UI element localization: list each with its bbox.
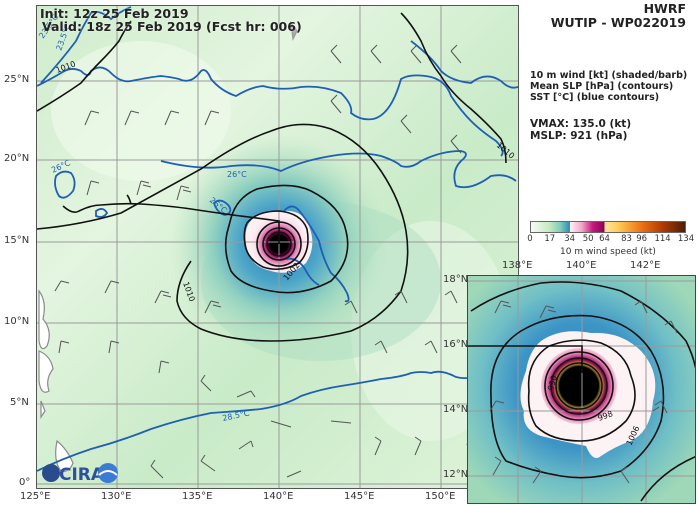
land-outline [38, 20, 298, 472]
inset-lon-tick: 140°E [566, 260, 597, 271]
colorbar-tick: 83 [621, 234, 632, 244]
colorbar-ticks: 0 17 34 50 64 83 96 114 134 [527, 234, 694, 246]
colorbar-tick: 34 [564, 234, 576, 244]
inset-lon-tick: 142°E [630, 260, 661, 271]
lon-tick: 145°E [344, 491, 375, 502]
lon-tick: 140°E [263, 491, 294, 502]
inset-lon-tick: 138°E [502, 260, 533, 271]
colorbar-tick: 17 [544, 234, 556, 244]
legend-line-sst: SST [°C] (blue contours) [530, 92, 660, 103]
lon-tick: 150°E [425, 491, 456, 502]
inset-lat-tick: 12°N [443, 469, 469, 480]
sst-label: 26°C [227, 170, 247, 179]
lat-tick: 25°N [4, 74, 30, 85]
init-time: Init: 12z 25 Feb 2019 [40, 6, 189, 21]
inset-map-canvas: 1006 998 990 [468, 276, 695, 503]
legend-line-wind: 10 m wind [kt] (shaded/barb) [530, 70, 688, 81]
lon-tick: 125°E [20, 491, 51, 502]
colorbar-tick: 134 [677, 234, 695, 244]
inset-lat-tick: 16°N [443, 339, 469, 350]
wind-barbs [54, 44, 488, 479]
slp-label: 990 [546, 374, 559, 391]
colorbar-tick: 64 [599, 234, 610, 244]
lat-tick: 0° [19, 477, 31, 488]
vmax-value: VMAX: 135.0 (kt) [530, 118, 632, 130]
cira-logo: CIRA [42, 463, 118, 485]
svg-text:CIRA: CIRA [59, 465, 105, 485]
inset-wind-barbs [489, 300, 678, 484]
graticule [37, 6, 518, 488]
colorbar-tick: 0 [527, 234, 533, 244]
slp-contours [37, 12, 507, 342]
lon-tick: 130°E [101, 491, 132, 502]
lat-tick: 5°N [10, 397, 29, 408]
legend-line-slp: Mean SLP [hPa] (contours) [530, 81, 674, 92]
inset-map: 1006 998 990 [467, 275, 696, 504]
colorbar-tick: 50 [582, 234, 594, 244]
mslp-value: MSLP: 921 (hPa) [530, 130, 628, 142]
lat-tick: 20°N [4, 153, 30, 164]
inset-lat-tick: 14°N [443, 404, 469, 415]
lat-tick: 15°N [4, 235, 30, 246]
lat-tick: 10°N [4, 316, 30, 327]
lon-tick: 135°E [182, 491, 213, 502]
sst-contours [37, 6, 518, 472]
model-title: HWRF [643, 1, 686, 16]
colorbar-tick: 96 [636, 234, 648, 244]
storm-title: WUTIP - WP022019 [550, 15, 686, 30]
valid-time: Valid: 18z 25 Feb 2019 (Fcst hr: 006) [42, 19, 302, 34]
colorbar-label: 10 m wind speed (kt) [560, 247, 656, 257]
inset-slp-contours [468, 281, 695, 502]
inset-lat-tick: 18°N [443, 274, 469, 285]
colorbar-tick: 114 [654, 234, 671, 244]
main-map: 23.5°C 23.5°C 26°C 26°C 26°C 28.5°C 1010… [36, 5, 519, 489]
wind-colorbar [530, 221, 686, 233]
main-map-canvas: 23.5°C 23.5°C 26°C 26°C 26°C 28.5°C 1010… [37, 6, 518, 488]
